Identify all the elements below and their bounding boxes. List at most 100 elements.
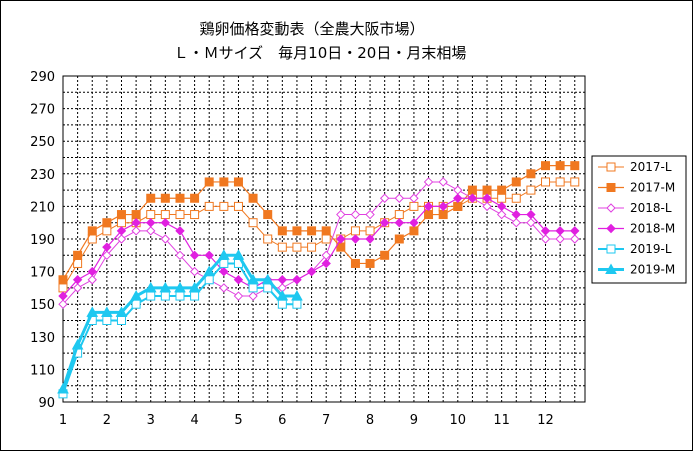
- data-point: [189, 250, 200, 261]
- data-point: [263, 234, 273, 244]
- legend-swatch-marker: [606, 244, 616, 254]
- data-point: [277, 242, 287, 252]
- data-point: [248, 193, 258, 203]
- data-point: [58, 275, 68, 285]
- data-point: [541, 177, 551, 187]
- data-point: [219, 201, 229, 211]
- data-point: [526, 209, 536, 220]
- legend-box: [591, 155, 687, 284]
- legend-swatch-marker: [606, 183, 616, 192]
- legend-label: 2017-L: [630, 160, 672, 174]
- data-point: [570, 161, 580, 171]
- data-point: [394, 193, 405, 203]
- data-point: [131, 217, 141, 228]
- data-point: [116, 210, 126, 220]
- data-point: [409, 201, 419, 211]
- data-point: [379, 193, 390, 203]
- data-point: [58, 291, 68, 301]
- legend-swatch-marker: [606, 203, 616, 213]
- data-point: [379, 217, 390, 228]
- legend-label: 2019-M: [630, 263, 675, 277]
- data-point: [306, 266, 317, 277]
- x-tick-label: 6: [278, 413, 286, 428]
- data-point: [174, 281, 186, 293]
- data-point: [190, 210, 200, 220]
- data-point: [175, 193, 185, 203]
- x-tick-label: 12: [537, 413, 554, 428]
- data-point: [73, 250, 83, 260]
- data-point: [291, 290, 303, 301]
- data-point: [248, 291, 258, 301]
- data-point: [232, 249, 245, 260]
- data-point: [541, 161, 551, 171]
- data-point: [350, 209, 361, 220]
- data-point: [175, 291, 185, 301]
- data-point: [101, 306, 113, 317]
- data-point: [102, 250, 112, 261]
- data-point: [102, 242, 112, 252]
- data-point: [526, 169, 536, 179]
- data-point: [570, 177, 580, 187]
- data-point: [72, 283, 83, 293]
- data-point: [190, 193, 200, 203]
- data-point: [570, 234, 580, 244]
- data-point: [71, 338, 84, 350]
- data-point: [146, 210, 156, 220]
- data-point: [511, 193, 521, 203]
- data-point: [102, 218, 112, 228]
- data-point: [233, 275, 244, 285]
- data-point: [102, 316, 112, 325]
- legend-swatch-marker: [606, 223, 616, 234]
- data-point: [511, 217, 521, 228]
- data-point: [511, 209, 521, 220]
- data-point: [131, 210, 141, 220]
- data-point: [219, 266, 229, 277]
- data-point: [394, 217, 405, 228]
- chart-title-line2: Ｌ・Ｍサイズ 毎月10日・20日・月末相場: [174, 44, 467, 62]
- data-point: [116, 234, 127, 244]
- y-tick-label: 110: [30, 363, 55, 378]
- data-point: [87, 226, 97, 236]
- data-point: [423, 201, 434, 212]
- data-point: [115, 306, 128, 317]
- data-point: [438, 210, 448, 220]
- data-point: [526, 185, 536, 195]
- legend-swatch-marker: [605, 263, 617, 274]
- data-point: [159, 281, 172, 293]
- data-point: [409, 193, 419, 203]
- data-point: [102, 226, 112, 236]
- data-point: [292, 242, 302, 252]
- data-point: [555, 226, 565, 236]
- y-tick-label: 90: [38, 396, 55, 411]
- data-point: [292, 275, 302, 285]
- data-point: [511, 177, 521, 187]
- legend-label: 2018-M: [630, 222, 675, 236]
- data-point: [219, 177, 229, 187]
- data-point: [277, 226, 287, 236]
- data-point: [276, 290, 289, 301]
- data-point: [482, 193, 492, 203]
- legend-label: 2018-L: [630, 201, 672, 215]
- data-point: [350, 226, 360, 236]
- x-tick-label: 3: [147, 413, 155, 428]
- y-tick-label: 170: [30, 266, 55, 281]
- legend: 2017-L 2017-M 2018-L 2018-M 2019-L 2019-M: [591, 155, 687, 284]
- data-point: [350, 258, 360, 268]
- chart-title-line1: 鶏卵価格変動表（全農大阪市場）: [199, 20, 424, 38]
- data-point: [160, 291, 170, 301]
- data-point: [453, 193, 463, 203]
- data-point: [307, 226, 317, 236]
- data-point: [321, 234, 331, 244]
- data-point: [247, 273, 259, 285]
- x-tick-label: 11: [493, 413, 510, 428]
- legend-label: 2017-M: [630, 181, 675, 195]
- y-tick-label: 270: [30, 103, 55, 118]
- data-point: [233, 177, 243, 187]
- data-point: [204, 201, 214, 211]
- data-point: [72, 275, 83, 285]
- y-tick-label: 190: [30, 233, 55, 248]
- legend-label: 2019-L: [630, 242, 672, 256]
- data-point: [292, 226, 302, 236]
- data-point: [233, 201, 243, 211]
